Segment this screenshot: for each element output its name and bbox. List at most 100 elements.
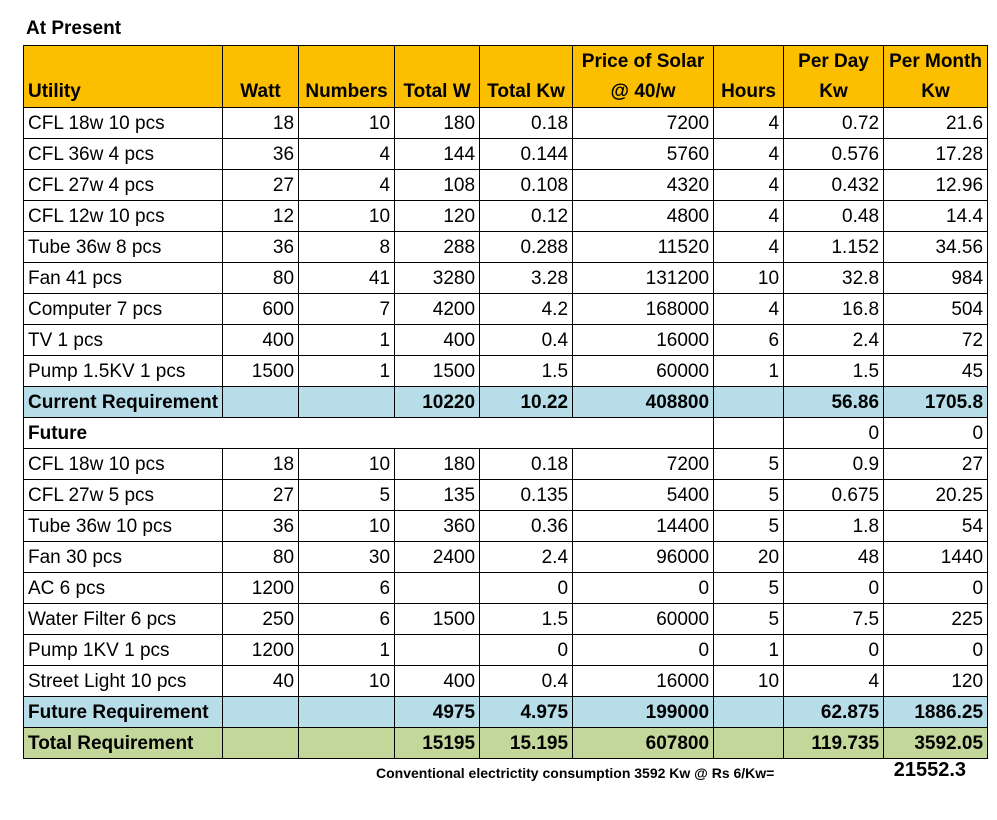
value-cell: 10	[713, 262, 785, 294]
value-cell: 225	[883, 603, 989, 635]
value-cell: 108	[394, 169, 481, 201]
utility-cell: Computer 7 pcs	[22, 293, 224, 325]
value-cell: 0.48	[783, 200, 885, 232]
header-price-line2: @ 40/w	[610, 81, 676, 102]
summary-per-day: 119.735	[783, 727, 885, 759]
empty-cell	[222, 386, 300, 418]
value-cell: 7200	[572, 107, 715, 139]
value-cell: 0.675	[783, 479, 885, 511]
value-cell: 1.5	[479, 355, 574, 387]
value-cell: 0.288	[479, 231, 574, 263]
summary-label: Current Requirement	[22, 386, 224, 418]
table-row: Pump 1.5KV 1 pcs 1500 1 1500 1.5 60000 1 1.5 45	[22, 355, 989, 387]
table-row: CFL 36w 4 pcs 36 4 144 0.144 5760 4 0.576 17.28	[22, 138, 989, 170]
value-cell: 6	[298, 572, 396, 604]
value-cell: 1440	[883, 541, 989, 573]
utility-cell: CFL 27w 4 pcs	[22, 169, 224, 201]
value-cell: 96000	[572, 541, 715, 573]
value-cell: 0	[572, 572, 715, 604]
value-cell: 1500	[222, 355, 300, 387]
value-cell: 1.8	[783, 510, 885, 542]
value-cell: 12.96	[883, 169, 989, 201]
value-cell: 600	[222, 293, 300, 325]
current-row: Current Requirement 10220 10.22 408800 56.86…	[22, 386, 989, 418]
value-cell: 0.576	[783, 138, 885, 170]
value-cell: 27	[883, 448, 989, 480]
value-cell: 10	[298, 107, 396, 139]
value-cell: 2.4	[783, 324, 885, 356]
header-row: Utility Watt Numbers Total W Total Kw Pr…	[22, 45, 989, 108]
value-cell: 0.18	[479, 107, 574, 139]
value-cell: 5	[713, 448, 785, 480]
summary-price: 607800	[572, 727, 715, 759]
summary-total-kw: 4.975	[479, 696, 574, 728]
value-cell: 288	[394, 231, 481, 263]
value-cell: 18	[222, 107, 300, 139]
utility-cell: CFL 27w 5 pcs	[22, 479, 224, 511]
value-cell	[394, 634, 481, 666]
header-per-day-line1: Per Day	[798, 51, 869, 72]
utility-cell: Fan 30 pcs	[22, 541, 224, 573]
value-cell: 5	[713, 510, 785, 542]
utility-cell: Pump 1.5KV 1 pcs	[22, 355, 224, 387]
value-cell: 7	[298, 293, 396, 325]
table-row: AC 6 pcs 1200 6 0 0 5 0 0	[22, 572, 989, 604]
utility-cell: Tube 36w 8 pcs	[22, 231, 224, 263]
value-cell: 4200	[394, 293, 481, 325]
summary-total-w: 10220	[394, 386, 481, 418]
empty-cell	[222, 727, 300, 759]
empty-cell	[713, 727, 785, 759]
value-cell: 180	[394, 107, 481, 139]
value-cell: 4320	[572, 169, 715, 201]
value-cell: 1	[298, 324, 396, 356]
value-cell: 20	[713, 541, 785, 573]
table-row: Water Filter 6 pcs 250 6 1500 1.5 60000 5 7.5 22…	[22, 603, 989, 635]
summary-per-month: 3592.05	[883, 727, 989, 759]
value-cell: 0.4	[479, 324, 574, 356]
header-total-w: Total W	[394, 45, 481, 108]
value-cell: 14400	[572, 510, 715, 542]
value-cell: 4	[713, 107, 785, 139]
future-req-row: Future Requirement 4975 4.975 199000 62.875 1…	[22, 696, 989, 728]
value-cell: 32.8	[783, 262, 885, 294]
utility-cell: CFL 18w 10 pcs	[22, 448, 224, 480]
table-row: CFL 27w 5 pcs 27 5 135 0.135 5400 5 0.675 20.25	[22, 479, 989, 511]
value-cell: 0.36	[479, 510, 574, 542]
header-hours: Hours	[713, 45, 785, 108]
table-row: Computer 7 pcs 600 7 4200 4.2 168000 4 16.8 504	[22, 293, 989, 325]
value-cell: 400	[394, 665, 481, 697]
summary-price: 199000	[572, 696, 715, 728]
value-cell: 5	[713, 603, 785, 635]
value-cell: 4	[713, 293, 785, 325]
value-cell: 5	[713, 572, 785, 604]
value-cell: 120	[883, 665, 989, 697]
footer-value: 21552.3	[893, 759, 966, 781]
value-cell: 180	[394, 448, 481, 480]
utility-cell: Street Light 10 pcs	[22, 665, 224, 697]
value-cell: 4	[713, 169, 785, 201]
page-title: At Present	[26, 18, 122, 39]
value-cell: 0	[783, 572, 885, 604]
value-cell: 1500	[394, 355, 481, 387]
value-cell: 3.28	[479, 262, 574, 294]
table-row: Fan 30 pcs 80 30 2400 2.4 96000 20 48 1440	[22, 541, 989, 573]
value-cell: 4	[298, 138, 396, 170]
header-price-line1: Price of Solar	[581, 51, 705, 72]
summary-per-day: 56.86	[783, 386, 885, 418]
value-cell: 2.4	[479, 541, 574, 573]
table-row: CFL 18w 10 pcs 18 10 180 0.18 7200 4 0.72 21.6	[22, 107, 989, 139]
empty-cell	[298, 696, 396, 728]
value-cell: 4	[298, 169, 396, 201]
value-cell: 14.4	[883, 200, 989, 232]
header-total-kw: Total Kw	[479, 45, 574, 108]
value-cell: 16000	[572, 324, 715, 356]
value-cell: 0.18	[479, 448, 574, 480]
value-cell: 10	[298, 665, 396, 697]
summary-per-day: 62.875	[783, 696, 885, 728]
value-cell: 3280	[394, 262, 481, 294]
value-cell: 0	[883, 572, 989, 604]
future-per-month: 0	[883, 417, 989, 449]
value-cell: 30	[298, 541, 396, 573]
value-cell: 12	[222, 200, 300, 232]
total-req-row: Total Requirement 15195 15.195 607800 119.73…	[22, 727, 989, 759]
